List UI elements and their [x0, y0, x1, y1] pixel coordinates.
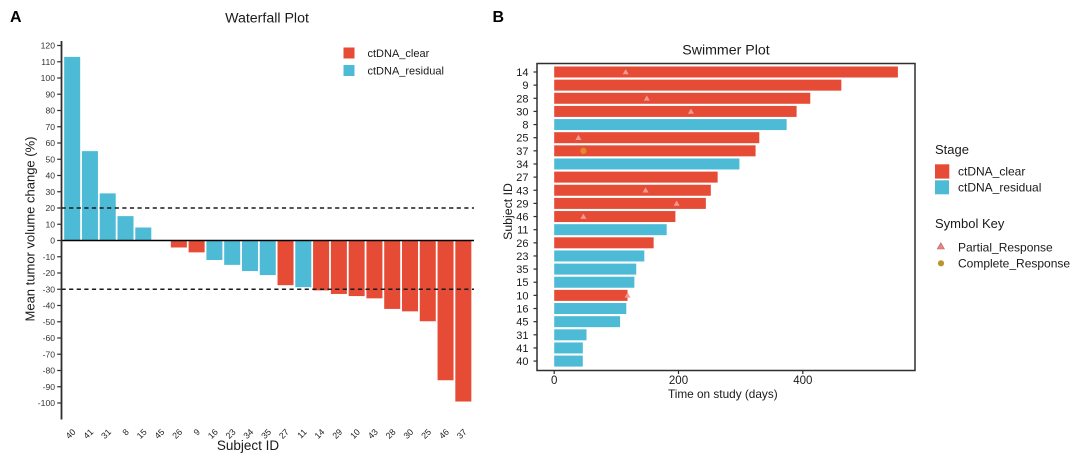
svg-text:Mean tumor volume change (%): Mean tumor volume change (%) [23, 137, 38, 322]
svg-text:-80: -80 [43, 366, 56, 376]
svg-text:26: 26 [516, 238, 528, 250]
svg-text:15: 15 [516, 277, 528, 289]
svg-text:10: 10 [516, 290, 528, 302]
svg-text:35: 35 [516, 264, 528, 276]
svg-text:B: B [493, 9, 505, 26]
svg-text:Complete_Response: Complete_Response [958, 257, 1070, 271]
svg-text:-40: -40 [43, 301, 56, 311]
svg-text:11: 11 [517, 225, 528, 237]
svg-text:200: 200 [669, 375, 688, 387]
svg-text:80: 80 [45, 106, 55, 116]
svg-text:Subject ID: Subject ID [501, 183, 515, 240]
svg-text:37: 37 [516, 146, 528, 158]
svg-text:30: 30 [516, 106, 528, 118]
svg-text:-70: -70 [43, 349, 56, 359]
svg-text:45: 45 [516, 317, 528, 329]
svg-text:0: 0 [551, 375, 557, 387]
svg-text:100: 100 [41, 73, 56, 83]
svg-text:120: 120 [41, 41, 56, 51]
svg-text:0: 0 [50, 236, 55, 246]
svg-text:ctDNA_residual: ctDNA_residual [958, 181, 1041, 195]
svg-text:-60: -60 [43, 333, 56, 343]
svg-text:60: 60 [45, 138, 55, 148]
svg-text:9: 9 [522, 80, 528, 92]
svg-text:29: 29 [516, 198, 528, 210]
svg-text:41: 41 [516, 343, 528, 355]
svg-text:46: 46 [516, 212, 528, 224]
svg-text:40: 40 [45, 171, 55, 181]
svg-text:14: 14 [516, 67, 528, 79]
svg-text:Waterfall Plot: Waterfall Plot [225, 11, 309, 27]
svg-text:25: 25 [516, 133, 528, 145]
svg-text:ctDNA_clear: ctDNA_clear [958, 165, 1025, 179]
svg-text:30: 30 [45, 187, 55, 197]
svg-text:70: 70 [45, 122, 55, 132]
svg-text:16: 16 [516, 304, 528, 316]
svg-text:8: 8 [120, 427, 131, 438]
svg-text:9: 9 [192, 427, 203, 438]
svg-text:28: 28 [516, 93, 528, 105]
svg-text:-50: -50 [43, 317, 56, 327]
svg-text:Stage: Stage [935, 142, 969, 157]
svg-text:40: 40 [516, 356, 528, 368]
svg-text:A: A [10, 9, 22, 26]
svg-text:43: 43 [516, 185, 528, 197]
svg-text:-10: -10 [43, 252, 56, 262]
svg-text:27: 27 [516, 172, 528, 184]
svg-text:ctDNA_clear: ctDNA_clear [368, 48, 430, 60]
svg-text:Time on study (days): Time on study (days) [668, 387, 778, 401]
svg-text:400: 400 [793, 375, 812, 387]
svg-text:110: 110 [41, 57, 55, 67]
svg-text:34: 34 [516, 159, 528, 171]
svg-text:-90: -90 [43, 382, 56, 392]
svg-text:31: 31 [516, 330, 528, 342]
svg-text:-30: -30 [43, 284, 56, 294]
svg-text:8: 8 [522, 120, 528, 132]
svg-text:Swimmer Plot: Swimmer Plot [682, 43, 770, 59]
svg-text:23: 23 [516, 251, 528, 263]
svg-text:20: 20 [45, 203, 55, 213]
svg-text:ctDNA_residual: ctDNA_residual [368, 65, 444, 77]
svg-text:50: 50 [45, 154, 55, 164]
svg-text:Subject ID: Subject ID [217, 438, 280, 453]
svg-text:-100: -100 [38, 398, 55, 408]
svg-text:Symbol Key: Symbol Key [935, 216, 1005, 231]
svg-text:10: 10 [45, 219, 55, 229]
svg-text:Partial_Response: Partial_Response [958, 240, 1053, 254]
svg-text:-20: -20 [43, 268, 56, 278]
svg-text:90: 90 [45, 89, 55, 99]
